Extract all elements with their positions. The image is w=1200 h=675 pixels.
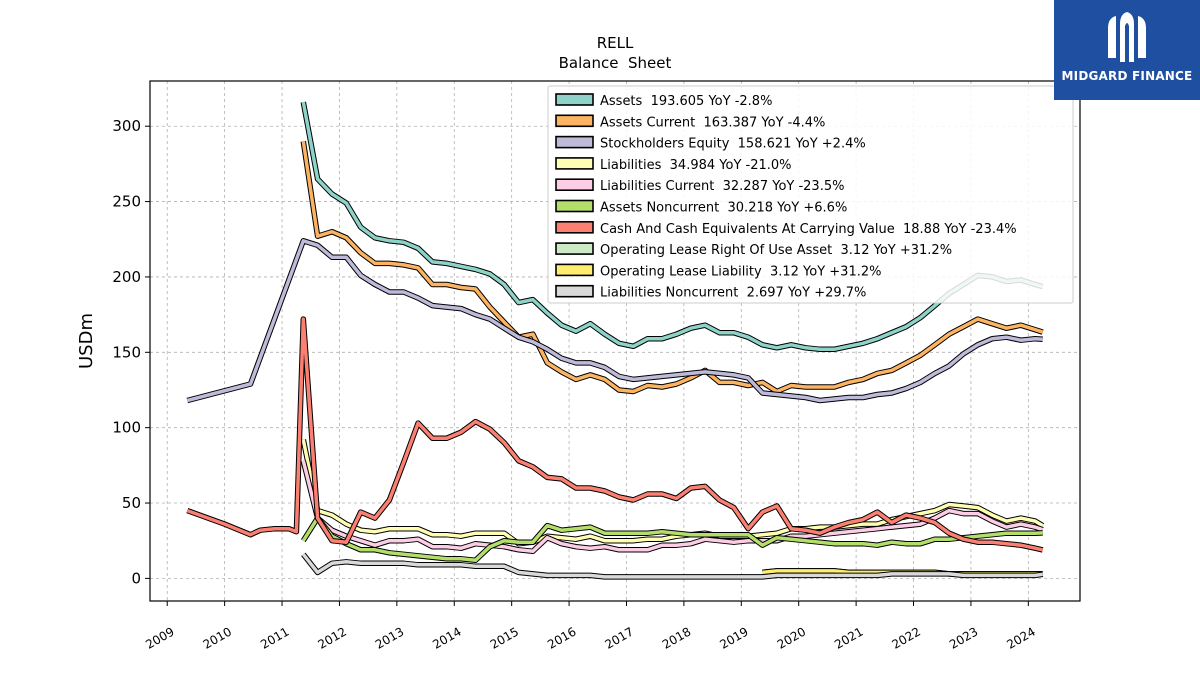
- y-tick-label: 100: [112, 419, 141, 437]
- x-tick-label: 2020: [775, 624, 808, 651]
- legend-swatch: [555, 284, 594, 298]
- legend-label: Assets Noncurrent 30.218 YoY +6.6%: [600, 201, 847, 216]
- x-tick-label: 2013: [373, 624, 406, 651]
- x-tick-label: 2016: [545, 624, 578, 651]
- legend-swatch: [555, 221, 594, 234]
- brand-name: MIDGARD FINANCE: [1061, 69, 1193, 83]
- series-lines: [186, 101, 1045, 580]
- x-axis-ticks: 2009 2010 2011 2012 2013 2014 2015 2016 2017 2018…: [143, 601, 1038, 652]
- chart-title: RELL: [597, 34, 634, 52]
- x-tick-label: 2017: [603, 624, 636, 651]
- x-tick-label: 2018: [660, 624, 693, 651]
- x-tick-label: 2015: [488, 624, 521, 651]
- chart-subtitle: Balance Sheet: [559, 54, 672, 72]
- y-tick-label: 50: [122, 494, 141, 512]
- x-tick-label: 2022: [890, 624, 923, 651]
- legend-label: Operating Lease Liability 3.12 YoY +31.2…: [600, 264, 881, 279]
- series-line-1: [301, 141, 1044, 394]
- y-tick-label: 250: [112, 193, 141, 211]
- x-tick-label: 2012: [315, 624, 348, 651]
- legend-label: Liabilities 34.984 YoY -21.0%: [600, 158, 792, 173]
- y-tick-label: 200: [112, 268, 141, 286]
- series-line-0: [301, 101, 1044, 352]
- legend-label: Assets Current 163.387 YoY -4.4%: [600, 115, 825, 130]
- legend-label: Assets 193.605 YoY -2.8%: [600, 94, 772, 109]
- x-tick-label: 2009: [143, 624, 176, 651]
- legend-frame: [547, 85, 1074, 304]
- y-axis-ticks: 0 50 100 150 200 250 300: [112, 117, 150, 587]
- y-tick-label: 0: [131, 569, 141, 587]
- y-tick-label: 150: [112, 343, 141, 361]
- x-tick-label: 2010: [201, 624, 234, 651]
- legend-label: Liabilities Noncurrent 2.697 YoY +29.7%: [600, 286, 866, 301]
- legend-swatch: [555, 242, 594, 255]
- legend-swatch: [555, 263, 594, 277]
- legend-swatch: [555, 199, 594, 213]
- brand-logo: MIDGARD FINANCE: [1054, 0, 1200, 100]
- series-line-5: [301, 516, 1043, 563]
- legend-swatch: [555, 135, 594, 149]
- legend: Assets 193.605 YoY -2.8% Assets Current 1…: [547, 85, 1074, 304]
- x-tick-label: 2023: [947, 624, 980, 651]
- legend-label: Liabilities Current 32.287 YoY -23.5%: [600, 179, 844, 194]
- x-tick-label: 2019: [717, 624, 750, 651]
- x-tick-label: 2021: [832, 624, 865, 651]
- legend-swatch: [555, 114, 594, 128]
- y-axis-label: USDm: [76, 313, 97, 369]
- series-line-3: [301, 439, 1044, 546]
- legend-label: Stockholders Equity 158.621 YoY +2.4%: [600, 137, 866, 152]
- y-tick-label: 300: [112, 117, 141, 135]
- midgard-logo-icon: [1108, 12, 1146, 62]
- legend-swatch: [555, 93, 594, 106]
- series-line-2: [186, 239, 1043, 403]
- series-line-6: [186, 317, 1044, 552]
- legend-swatch: [555, 157, 594, 170]
- legend-label: Operating Lease Right Of Use Asset 3.12 …: [600, 243, 952, 258]
- legend-label: Cash And Cash Equivalents At Carrying Va…: [600, 222, 1017, 237]
- plot-frame: [149, 80, 1081, 602]
- x-tick-label: 2014: [430, 624, 463, 651]
- x-tick-label: 2011: [258, 624, 291, 651]
- x-tick-label: 2024: [1004, 624, 1037, 651]
- series-line-9: [301, 553, 1043, 579]
- legend-swatch: [555, 178, 594, 191]
